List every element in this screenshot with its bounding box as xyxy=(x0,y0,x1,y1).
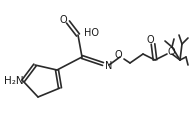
Text: HO: HO xyxy=(84,28,99,38)
Text: H₂N: H₂N xyxy=(4,76,24,86)
Text: N: N xyxy=(105,61,112,71)
Text: O: O xyxy=(59,15,67,25)
Text: O: O xyxy=(146,35,154,45)
Text: O: O xyxy=(114,50,122,60)
Text: O: O xyxy=(168,47,176,57)
